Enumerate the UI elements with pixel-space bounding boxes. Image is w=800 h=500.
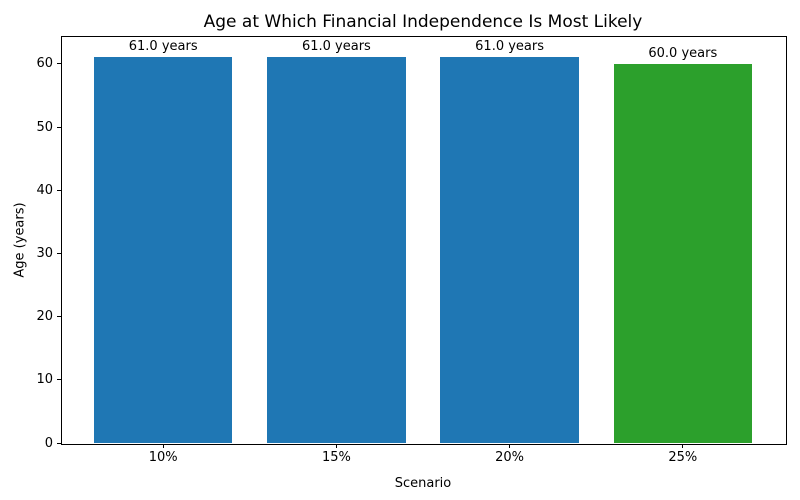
- y-tick-mark: [57, 189, 61, 191]
- x-tick-label: 20%: [495, 450, 525, 465]
- y-tick-mark: [57, 379, 61, 381]
- y-tick-label: 50: [36, 119, 53, 135]
- bar: [93, 57, 233, 443]
- x-tick-mark: [162, 444, 164, 448]
- y-tick-mark: [57, 126, 61, 128]
- y-tick-mark: [57, 252, 61, 254]
- y-tick-label: 20: [36, 309, 53, 325]
- chart-title: Age at Which Financial Independence Is M…: [203, 12, 643, 32]
- x-tick-mark: [509, 444, 511, 448]
- bar-value-label: 61.0 years: [475, 39, 545, 55]
- y-tick-mark: [57, 442, 61, 444]
- y-tick-label: 60: [36, 56, 53, 72]
- x-tick-label: 10%: [148, 450, 178, 465]
- x-axis-label: Scenario: [394, 476, 452, 491]
- y-tick-label: 10: [36, 372, 53, 388]
- y-tick-label: 40: [36, 182, 53, 198]
- bar: [613, 63, 753, 443]
- bar-value-label: 61.0 years: [301, 39, 371, 55]
- y-tick-mark: [57, 63, 61, 65]
- bar: [267, 57, 406, 443]
- x-tick-mark: [682, 444, 684, 448]
- x-tick-label: 15%: [321, 450, 351, 465]
- y-tick-label: 0: [44, 435, 53, 451]
- y-tick-mark: [57, 316, 61, 318]
- y-tick-label: 30: [36, 245, 53, 261]
- bar-value-label: 61.0 years: [128, 39, 198, 55]
- bar: [440, 57, 579, 443]
- x-tick-mark: [335, 444, 337, 448]
- x-tick-label: 25%: [668, 450, 698, 465]
- bar-value-label: 60.0 years: [648, 45, 718, 61]
- y-axis-label: Age (years): [12, 202, 28, 278]
